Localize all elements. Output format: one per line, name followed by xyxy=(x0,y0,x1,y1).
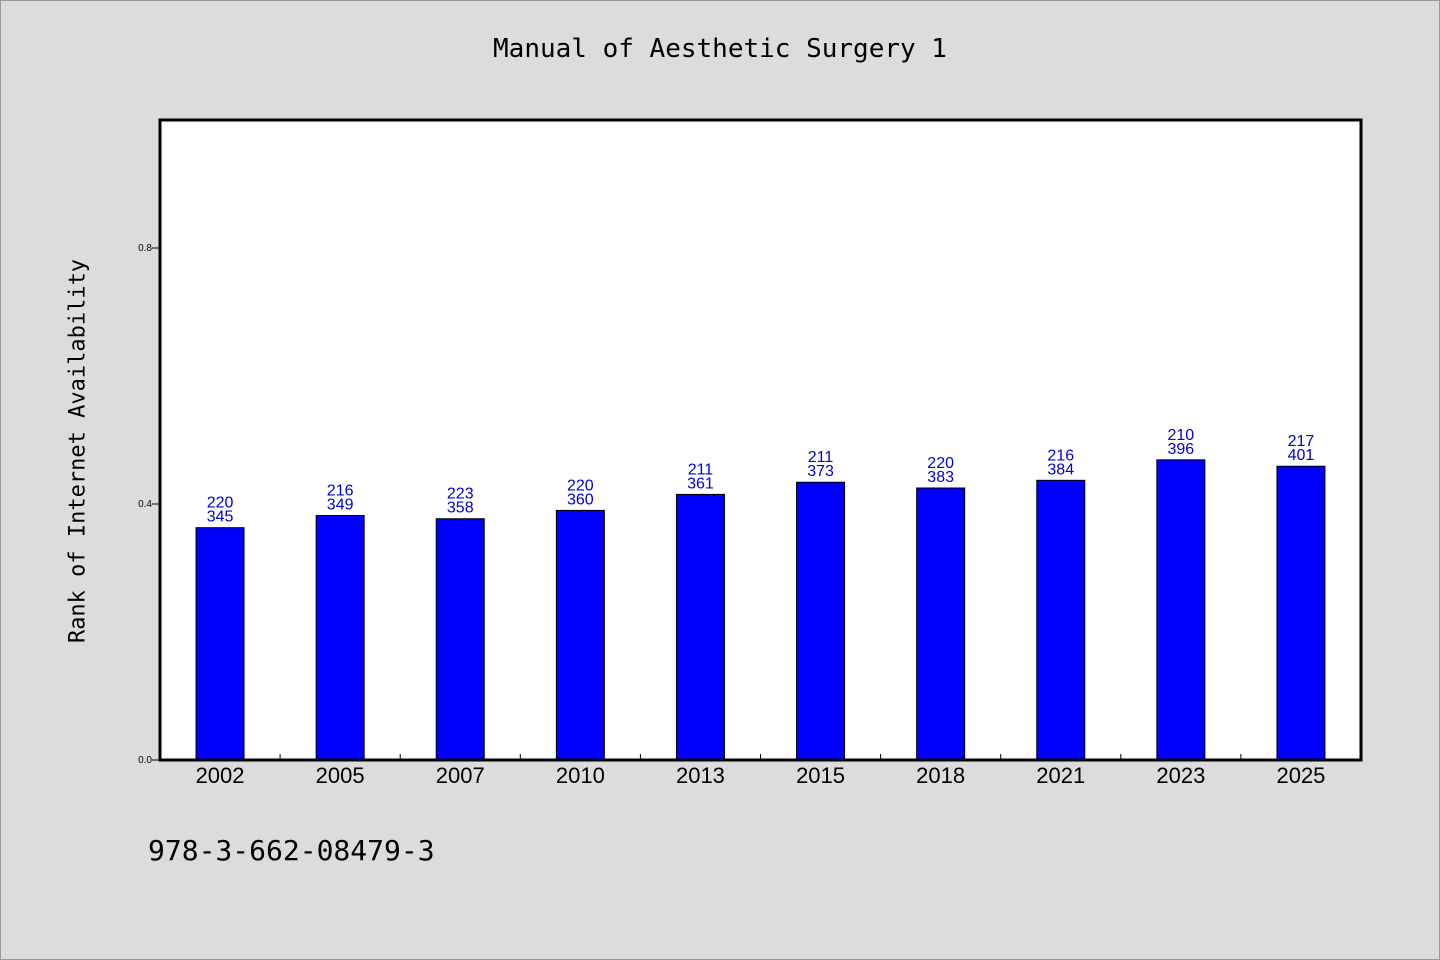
y-tick-label: 0.8 xyxy=(138,243,152,254)
bar-label-bottom: 361 xyxy=(687,475,714,492)
chart-title: Manual of Aesthetic Surgery 1 xyxy=(493,34,947,64)
bar-label-top: 210 xyxy=(1167,427,1194,444)
bar-label-bottom: 345 xyxy=(207,509,234,526)
bar xyxy=(916,487,966,761)
x-tick-label: 2013 xyxy=(676,763,725,788)
x-tick-label: 2018 xyxy=(916,763,965,788)
bar-label-top: 223 xyxy=(447,486,474,503)
bar-label-top: 211 xyxy=(688,461,714,478)
bar-label-bottom: 401 xyxy=(1288,447,1315,464)
x-tick-label: 2007 xyxy=(436,763,485,788)
bar-label-bottom: 383 xyxy=(927,469,954,486)
bar xyxy=(796,481,846,761)
bar-label-bottom: 373 xyxy=(807,463,834,480)
bar xyxy=(315,515,365,761)
x-tick-label: 2023 xyxy=(1156,763,1205,788)
x-tick-label: 2025 xyxy=(1276,763,1325,788)
bar xyxy=(675,493,725,761)
isbn-text: 978-3-662-08479-3 xyxy=(148,834,435,867)
plot-border xyxy=(158,118,1363,762)
bar-label-top: 216 xyxy=(327,483,354,500)
bar xyxy=(555,509,605,761)
bar xyxy=(1156,459,1206,761)
x-tick-label: 2015 xyxy=(796,763,845,788)
bar-label-top: 211 xyxy=(808,449,834,466)
bar-label-top: 220 xyxy=(567,477,594,494)
x-tick-label: 2021 xyxy=(1036,763,1085,788)
y-tick-label: 0.4 xyxy=(138,499,152,510)
x-tick-label: 2010 xyxy=(556,763,605,788)
x-tick-label: 2005 xyxy=(316,763,365,788)
bar xyxy=(195,527,245,761)
bar-label-bottom: 349 xyxy=(327,497,354,514)
bar xyxy=(1276,465,1326,761)
bar xyxy=(435,518,485,761)
x-tick-label: 2002 xyxy=(196,763,245,788)
y-tick-label: 0.0 xyxy=(138,755,152,766)
bar-label-top: 220 xyxy=(927,455,954,472)
bar-label-top: 220 xyxy=(207,495,234,512)
bar-label-bottom: 360 xyxy=(567,491,594,508)
bar xyxy=(1036,479,1086,761)
bar-label-top: 216 xyxy=(1047,447,1074,464)
bar-label-bottom: 358 xyxy=(447,500,474,517)
bar-label-bottom: 396 xyxy=(1167,441,1194,458)
bar-label-bottom: 384 xyxy=(1047,461,1074,478)
bar-label-top: 217 xyxy=(1288,433,1315,450)
